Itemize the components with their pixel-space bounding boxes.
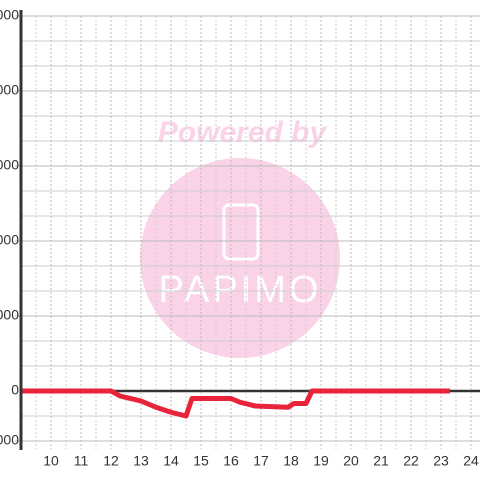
x-tick-label: 17 xyxy=(253,453,269,469)
x-tick-label: 22 xyxy=(403,453,419,469)
x-tick-label: 20 xyxy=(343,453,359,469)
x-tick-label: 13 xyxy=(133,453,149,469)
y-tick-label: 90,000 xyxy=(0,157,19,173)
line xyxy=(21,388,450,419)
y-tick-label: 30,000 xyxy=(0,307,19,323)
x-tick-label: 24 xyxy=(463,453,479,469)
x-tick-label: 10 xyxy=(43,453,59,469)
y-tick-label: 120,000 xyxy=(0,82,19,98)
x-tick-label: 19 xyxy=(313,453,329,469)
y-tick-label: -20,000 xyxy=(0,432,19,448)
x-tick-label: 18 xyxy=(283,453,299,469)
watermark-logo: PAPIMO xyxy=(159,269,322,311)
x-tick-label: 15 xyxy=(193,453,209,469)
x-tick-label: 14 xyxy=(163,453,179,469)
x-tick-label: 12 xyxy=(103,453,119,469)
watermark-text: Powered by xyxy=(158,116,328,149)
x-tick-label: 11 xyxy=(74,453,89,469)
y-tick-label: 60,000 xyxy=(0,232,19,248)
y-tick-label: 150,000 xyxy=(0,7,19,23)
x-tick-label: 16 xyxy=(223,453,239,469)
y-tick-label: 0 xyxy=(11,382,19,398)
x-tick-label: 23 xyxy=(433,453,449,469)
watermark-icon xyxy=(222,203,260,261)
x-tick-label: 21 xyxy=(373,453,389,469)
